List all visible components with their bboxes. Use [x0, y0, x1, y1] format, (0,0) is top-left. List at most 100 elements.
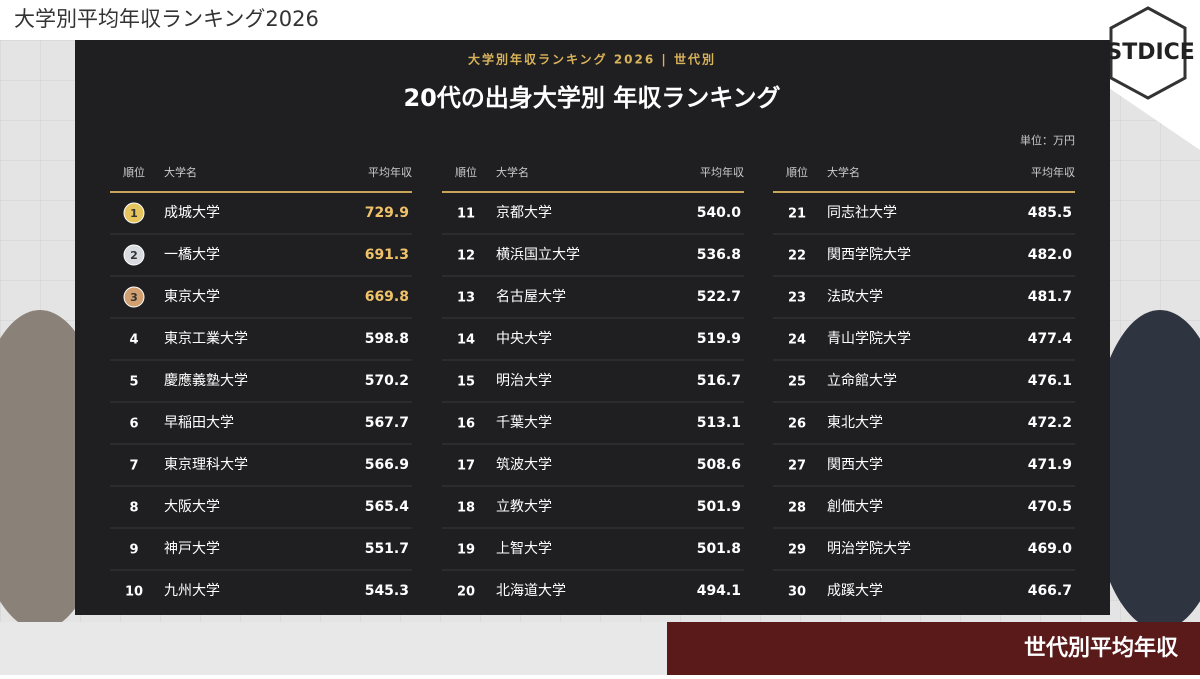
average-income: 567.7: [365, 415, 409, 431]
average-income: 545.3: [365, 583, 409, 599]
average-income: 476.1: [1028, 373, 1072, 389]
university-name: 筑波大学: [496, 457, 552, 473]
column-header: 順位: [455, 165, 477, 179]
rank: 26: [788, 417, 806, 432]
average-income: 565.4: [365, 499, 410, 515]
rank: 13: [457, 291, 475, 306]
bottom-caption: 世代別平均年収: [1024, 635, 1179, 661]
university-name: 横浜国立大学: [496, 247, 580, 263]
rank: 14: [457, 333, 475, 348]
university-name: 京都大学: [496, 205, 552, 221]
average-income: 598.8: [365, 331, 409, 347]
rank: 9: [129, 543, 138, 558]
university-name: 名古屋大学: [496, 289, 566, 305]
rank: 28: [788, 501, 806, 516]
average-income: 471.9: [1028, 457, 1072, 473]
university-name: 青山学院大学: [827, 331, 911, 347]
logo-hex: [1109, 6, 1187, 100]
bottom-left: [0, 622, 667, 675]
university-name: 東京工業大学: [164, 331, 248, 347]
header-title: 大学別平均年収ランキング2026: [14, 7, 319, 31]
university-name: 大阪大学: [164, 499, 220, 515]
average-income: 536.8: [697, 247, 741, 263]
rank: 7: [129, 459, 138, 474]
average-income: 470.5: [1028, 499, 1072, 515]
average-income: 477.4: [1028, 331, 1073, 347]
average-income: 570.2: [365, 373, 409, 389]
column-header: 平均年収: [1031, 165, 1075, 179]
column-header: 平均年収: [700, 165, 744, 179]
rank: 21: [788, 207, 806, 222]
university-name: 千葉大学: [496, 415, 552, 431]
average-income: 669.8: [365, 289, 409, 305]
university-name: 上智大学: [496, 541, 552, 557]
average-income: 485.5: [1028, 205, 1072, 221]
university-name: 東京理科大学: [164, 457, 248, 473]
rank: 29: [788, 543, 806, 558]
average-income: 501.9: [697, 499, 741, 515]
rank: 5: [129, 375, 138, 390]
rank: 19: [457, 543, 475, 558]
average-income: 516.7: [697, 373, 741, 389]
university-name: 成城大学: [164, 205, 220, 221]
average-income: 566.9: [365, 457, 409, 473]
rank: 30: [788, 585, 806, 600]
university-name: 同志社大学: [827, 205, 897, 221]
rank-medal: [123, 286, 145, 308]
average-income: 472.2: [1028, 415, 1072, 431]
rank: 6: [129, 417, 138, 432]
rank: 16: [457, 417, 475, 432]
presenter-right: [1090, 310, 1200, 630]
university-name: 明治大学: [496, 373, 552, 389]
rank: 23: [788, 291, 806, 306]
rank: 12: [457, 249, 475, 264]
column-header: 平均年収: [368, 165, 412, 179]
column-header: 大学名: [164, 165, 197, 179]
rank: 27: [788, 459, 806, 474]
university-name: 東京大学: [164, 289, 220, 305]
average-income: 508.6: [697, 457, 741, 473]
column-header: 大学名: [496, 165, 529, 179]
university-name: 法政大学: [827, 289, 883, 305]
rank: 18: [457, 501, 475, 516]
university-name: 創価大学: [827, 499, 883, 515]
average-income: 469.0: [1028, 541, 1073, 557]
university-name: 立命館大学: [827, 372, 897, 389]
rank: 15: [457, 375, 475, 390]
rank: 22: [788, 249, 806, 264]
panel-kicker: 大学別年収ランキング 2026 | 世代別: [468, 52, 716, 67]
rank: 17: [457, 459, 475, 474]
university-name: 慶應義塾大学: [164, 372, 248, 389]
average-income: 729.9: [365, 205, 409, 221]
column-header: 順位: [123, 165, 145, 179]
average-income: 522.7: [697, 289, 741, 305]
average-income: 519.9: [697, 331, 741, 347]
average-income: 466.7: [1028, 583, 1072, 599]
average-income: 494.1: [697, 583, 741, 599]
rank-medal: [123, 202, 145, 224]
university-name: 立教大学: [496, 499, 552, 515]
average-income: 482.0: [1028, 247, 1073, 263]
university-name: 東北大学: [827, 415, 883, 431]
rank: 2: [130, 249, 138, 262]
rank: 11: [457, 207, 475, 222]
rank-medal: [123, 244, 145, 266]
column-header: 大学名: [827, 165, 860, 179]
rank: 25: [788, 375, 806, 390]
average-income: 540.0: [697, 205, 742, 221]
university-name: 成蹊大学: [827, 583, 883, 599]
panel-title: 20代の出身大学別 年収ランキング: [403, 84, 780, 112]
panel: [75, 40, 1110, 615]
unit-label: 単位：万円: [1020, 133, 1075, 147]
rank: 24: [788, 333, 806, 348]
university-name: 早稲田大学: [164, 415, 234, 431]
university-name: 中央大学: [496, 331, 552, 347]
rank: 3: [130, 291, 138, 304]
rank: 4: [129, 333, 138, 348]
average-income: 551.7: [365, 541, 409, 557]
university-name: 関西学院大学: [827, 247, 911, 263]
average-income: 501.8: [697, 541, 741, 557]
university-name: 神戸大学: [164, 541, 220, 557]
average-income: 481.7: [1028, 289, 1072, 305]
bottom-caption-bg: [667, 622, 1200, 675]
